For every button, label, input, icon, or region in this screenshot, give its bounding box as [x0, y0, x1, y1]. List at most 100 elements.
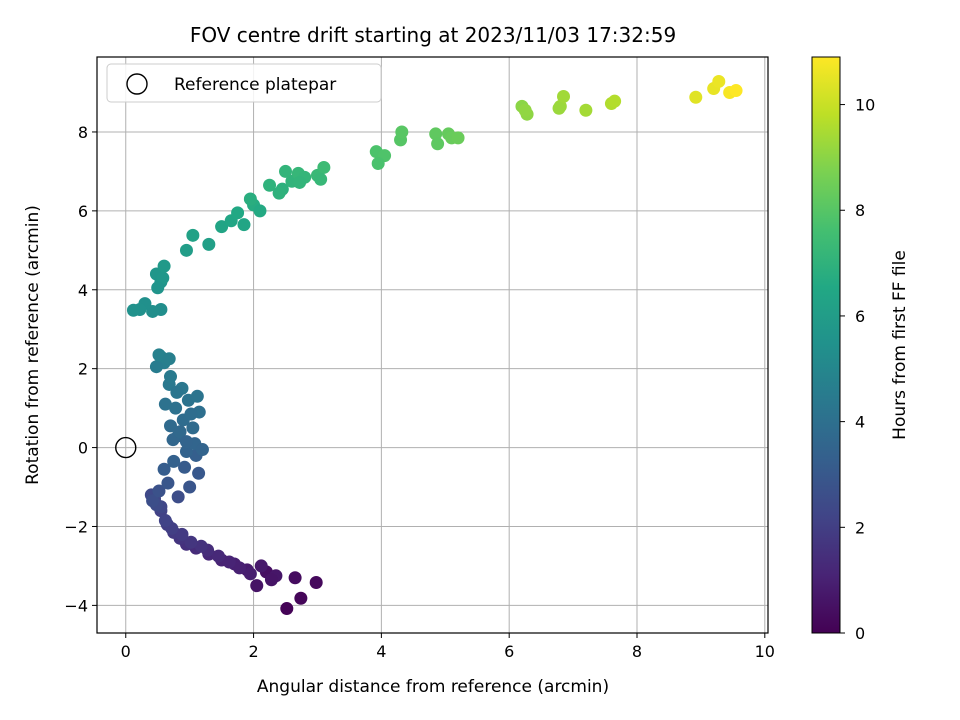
data-point	[146, 494, 160, 508]
x-tick-label: 10	[755, 642, 775, 661]
data-point	[179, 243, 193, 257]
data-point	[152, 484, 166, 498]
axes-frame	[96, 56, 769, 634]
data-point	[161, 476, 175, 490]
data-point	[167, 454, 181, 468]
y-tick-label: 6	[78, 202, 88, 221]
colorbar-gradient	[811, 56, 841, 634]
data-point	[162, 352, 176, 366]
data-point	[293, 175, 307, 189]
data-point	[175, 527, 189, 541]
colorbar-ticks: 0 2 4 6 8 10	[840, 96, 875, 643]
data-point	[231, 206, 245, 220]
colorbar-label: Hours from first FF file	[890, 250, 910, 440]
x-axis-label: Angular distance from reference (arcmin)	[257, 677, 609, 697]
data-point	[179, 445, 193, 459]
data-point	[152, 348, 166, 362]
data-point	[429, 127, 443, 141]
colorbar-tick-label: 0	[855, 624, 865, 643]
data-point	[314, 172, 328, 186]
colorbar-tick-label: 2	[855, 518, 865, 537]
data-point	[211, 549, 225, 563]
data-point	[263, 178, 277, 192]
data-point	[157, 462, 171, 476]
data-point	[170, 385, 184, 399]
data-point	[126, 303, 140, 317]
legend-entry-reference-platepar: Reference platepar	[174, 75, 336, 95]
data-point	[608, 94, 622, 108]
colorbar-tick-label: 4	[855, 413, 865, 432]
data-point	[712, 74, 726, 88]
data-point	[171, 490, 185, 504]
colorbar-tick-label: 8	[855, 201, 865, 220]
data-point	[233, 561, 247, 575]
data-point	[552, 101, 566, 115]
data-point	[294, 591, 308, 605]
data-point	[451, 131, 465, 145]
data-points	[126, 74, 743, 616]
data-point	[518, 103, 532, 117]
data-point	[250, 579, 264, 593]
data-point	[557, 89, 571, 103]
data-point	[237, 218, 251, 232]
data-point	[288, 571, 302, 585]
data-point	[151, 281, 165, 295]
reference-marker-group	[115, 436, 137, 459]
x-tick-label: 2	[248, 642, 258, 661]
data-point	[729, 84, 743, 98]
data-point	[254, 559, 268, 573]
data-point	[215, 220, 229, 234]
data-point	[158, 514, 172, 528]
y-tick-label: −2	[64, 517, 88, 536]
data-point	[309, 576, 323, 590]
x-ticks: 0 2 4 6 8 10	[121, 633, 775, 661]
data-point	[264, 573, 278, 587]
colorbar-tick-label: 10	[855, 96, 875, 115]
data-point	[371, 157, 385, 171]
y-tick-label: 8	[78, 123, 88, 142]
colorbar: 0 2 4 6 8 10 Hours from first FF file	[811, 56, 910, 643]
data-point	[192, 466, 206, 480]
data-point	[184, 407, 198, 421]
data-point	[253, 204, 267, 218]
y-tick-label: 0	[78, 439, 88, 458]
data-point	[279, 164, 293, 178]
data-point	[194, 539, 208, 553]
y-tick-label: −4	[64, 596, 88, 615]
data-point	[280, 602, 294, 616]
data-point	[149, 360, 163, 374]
y-axis-label: Rotation from reference (arcmin)	[23, 205, 43, 485]
data-point	[169, 401, 183, 415]
data-point	[179, 435, 193, 449]
y-tick-label: 2	[78, 360, 88, 379]
data-point	[163, 370, 177, 384]
plot-frame	[96, 56, 769, 634]
legend-marker-icon	[126, 73, 148, 95]
data-point	[163, 419, 177, 433]
data-point	[395, 125, 409, 139]
data-point	[190, 389, 204, 403]
data-point	[184, 535, 198, 549]
reference-marker	[115, 436, 137, 459]
x-tick-label: 8	[632, 642, 642, 661]
y-tick-label: 4	[78, 281, 88, 300]
data-point	[202, 237, 216, 251]
data-point	[431, 137, 445, 151]
data-point	[689, 90, 703, 104]
data-point	[157, 259, 171, 273]
data-point	[186, 228, 200, 242]
data-point	[158, 397, 172, 411]
x-tick-label: 4	[376, 642, 386, 661]
legend-box	[106, 63, 382, 103]
x-tick-label: 0	[121, 642, 131, 661]
colorbar-tick-label: 6	[855, 307, 865, 326]
data-point	[195, 443, 209, 457]
chart-title: FOV centre drift starting at 2023/11/03 …	[190, 23, 676, 47]
data-point	[317, 160, 331, 174]
data-point	[272, 186, 286, 200]
data-point	[178, 460, 192, 474]
data-point	[173, 425, 187, 439]
legend: Reference platepar	[106, 63, 382, 103]
data-point	[579, 103, 593, 117]
